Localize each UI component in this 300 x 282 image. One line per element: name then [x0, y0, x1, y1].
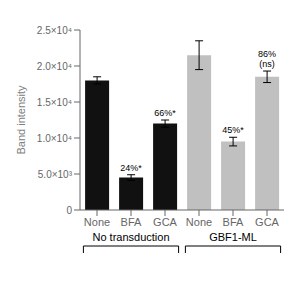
svg-text:None: None — [84, 216, 110, 228]
svg-text:BFA: BFA — [121, 216, 142, 228]
svg-text:GBF1-ML: GBF1-ML — [209, 231, 257, 243]
svg-text:2.0×10⁴: 2.0×10⁴ — [37, 61, 72, 72]
svg-text:45%*: 45%* — [222, 125, 244, 135]
svg-text:No transduction: No transduction — [92, 231, 169, 243]
svg-text:5.0×10³: 5.0×10³ — [38, 169, 73, 180]
svg-text:1.0×10⁴: 1.0×10⁴ — [37, 133, 72, 144]
svg-text:86%(ns): 86%(ns) — [258, 49, 276, 69]
svg-text:66%*: 66%* — [154, 108, 176, 118]
svg-text:2.5×10⁴: 2.5×10⁴ — [37, 25, 72, 36]
svg-text:GCA: GCA — [153, 216, 178, 228]
svg-text:Band intensity: Band intensity — [15, 85, 27, 155]
svg-text:0: 0 — [66, 205, 72, 216]
svg-text:1.5×10⁴: 1.5×10⁴ — [37, 97, 72, 108]
svg-text:None: None — [186, 216, 212, 228]
svg-text:BFA: BFA — [223, 216, 244, 228]
svg-text:GCA: GCA — [255, 216, 280, 228]
svg-text:24%*: 24%* — [120, 163, 142, 173]
